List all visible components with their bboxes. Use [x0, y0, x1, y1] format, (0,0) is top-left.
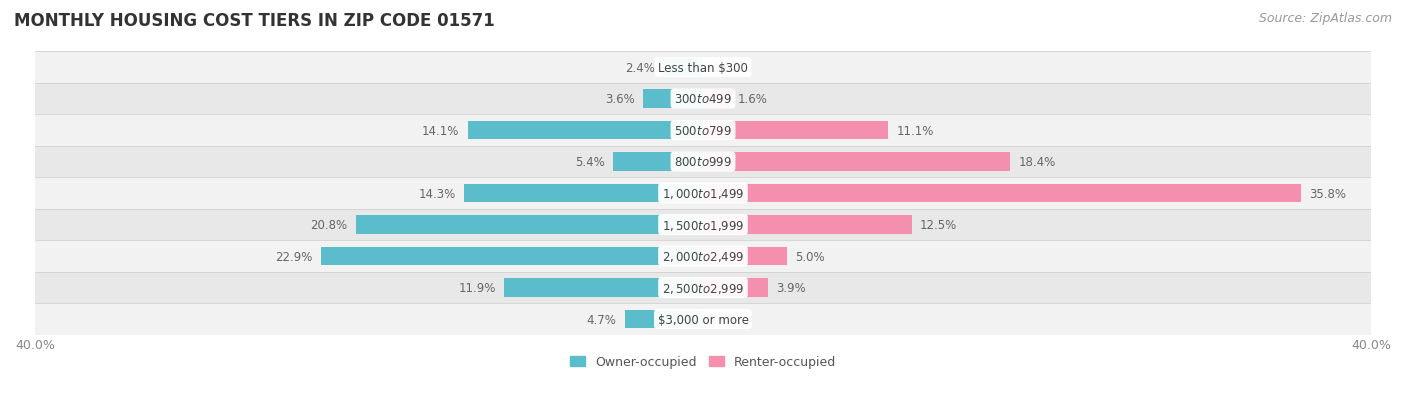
Bar: [643, 90, 703, 108]
Text: 12.5%: 12.5%: [920, 218, 957, 231]
Text: $1,500 to $1,999: $1,500 to $1,999: [662, 218, 744, 232]
Text: Less than $300: Less than $300: [658, 62, 748, 74]
Bar: [613, 153, 703, 171]
Bar: [703, 121, 889, 140]
Text: $500 to $799: $500 to $799: [673, 124, 733, 137]
Bar: [35, 147, 1371, 178]
Text: 5.0%: 5.0%: [794, 250, 824, 263]
Text: 2.4%: 2.4%: [624, 62, 655, 74]
Text: $1,000 to $1,499: $1,000 to $1,499: [662, 187, 744, 201]
Text: Source: ZipAtlas.com: Source: ZipAtlas.com: [1258, 12, 1392, 25]
Bar: [464, 185, 703, 203]
Bar: [662, 59, 703, 77]
Text: $2,500 to $2,999: $2,500 to $2,999: [662, 281, 744, 295]
Bar: [703, 90, 730, 108]
Bar: [35, 83, 1371, 115]
Text: $2,000 to $2,499: $2,000 to $2,499: [662, 249, 744, 263]
Text: 0.0%: 0.0%: [711, 62, 741, 74]
Text: 3.9%: 3.9%: [776, 281, 806, 294]
Bar: [703, 185, 1301, 203]
Bar: [505, 279, 703, 297]
Bar: [703, 216, 911, 234]
Bar: [356, 216, 703, 234]
Text: 35.8%: 35.8%: [1309, 187, 1347, 200]
Text: 3.6%: 3.6%: [605, 93, 634, 106]
Text: $800 to $999: $800 to $999: [673, 156, 733, 169]
Bar: [703, 247, 786, 266]
Bar: [35, 241, 1371, 272]
Bar: [35, 304, 1371, 335]
Text: 5.4%: 5.4%: [575, 156, 605, 169]
Bar: [624, 310, 703, 328]
Text: 0.0%: 0.0%: [711, 313, 741, 326]
Text: 20.8%: 20.8%: [311, 218, 347, 231]
Bar: [321, 247, 703, 266]
Text: 18.4%: 18.4%: [1019, 156, 1056, 169]
Text: 22.9%: 22.9%: [274, 250, 312, 263]
Text: 11.1%: 11.1%: [897, 124, 934, 137]
Bar: [35, 178, 1371, 209]
Legend: Owner-occupied, Renter-occupied: Owner-occupied, Renter-occupied: [569, 355, 837, 368]
Bar: [35, 115, 1371, 147]
Text: 11.9%: 11.9%: [458, 281, 496, 294]
Bar: [703, 279, 768, 297]
Text: 14.3%: 14.3%: [419, 187, 456, 200]
Bar: [468, 121, 703, 140]
Text: 4.7%: 4.7%: [586, 313, 616, 326]
Bar: [35, 272, 1371, 304]
Text: 14.1%: 14.1%: [422, 124, 460, 137]
Text: 1.6%: 1.6%: [738, 93, 768, 106]
Bar: [35, 52, 1371, 83]
Text: $300 to $499: $300 to $499: [673, 93, 733, 106]
Text: $3,000 or more: $3,000 or more: [658, 313, 748, 326]
Text: MONTHLY HOUSING COST TIERS IN ZIP CODE 01571: MONTHLY HOUSING COST TIERS IN ZIP CODE 0…: [14, 12, 495, 30]
Bar: [703, 153, 1011, 171]
Bar: [35, 209, 1371, 241]
